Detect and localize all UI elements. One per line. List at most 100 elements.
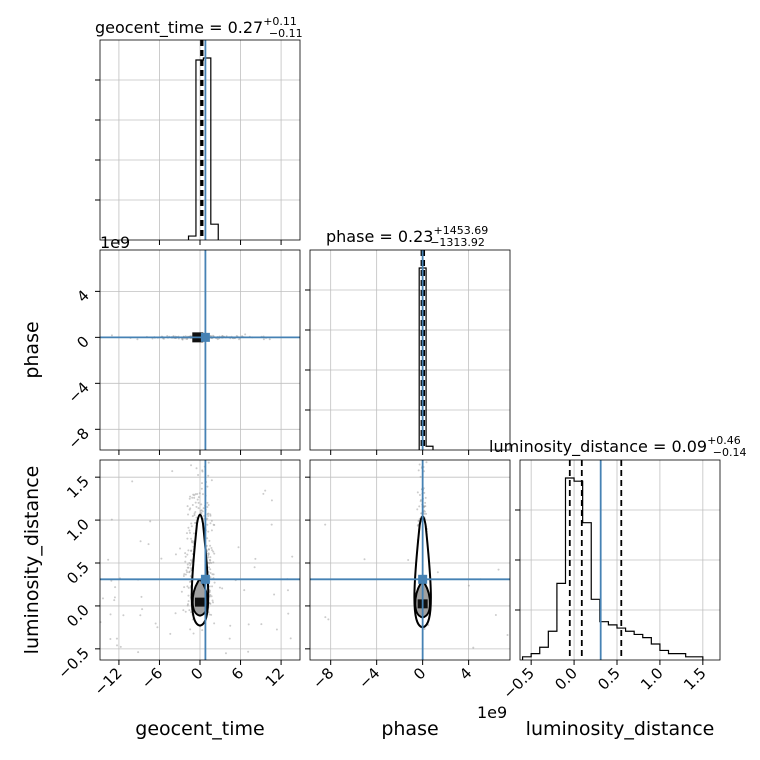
y-axis-label-phase: phase: [21, 321, 43, 378]
ld-vs-geocent-sample-point: [228, 637, 231, 640]
ld-vs-geocent-sample-point: [189, 562, 192, 565]
ld-vs-geocent-sample-point: [184, 573, 187, 576]
phase-vs-geocent-sample-point: [238, 338, 241, 341]
ld-vs-geocent-sample-point: [212, 573, 215, 576]
ld-vs-geocent-sample-point: [211, 599, 214, 602]
ld-hist-xtick-label-2: 0.5: [594, 664, 624, 694]
ld-vs-geocent-sample-point: [208, 585, 211, 588]
ld-vs-geocent-sample-point: [206, 485, 209, 488]
ld-vs-phase-sample-point: [427, 624, 430, 627]
ld-vs-geocent-sample-point: [109, 637, 112, 640]
ld-vs-geocent-sample-point: [200, 503, 203, 506]
phase-vs-geocent-ytick-label-3: −8: [64, 424, 92, 452]
ld-vs-geocent-sample-point: [209, 514, 212, 517]
ld-vs-phase-sample-point: [436, 571, 439, 574]
ld-vs-geocent-ytick-label-3: 1.0: [63, 515, 93, 545]
ld-vs-geocent-sample-point: [197, 501, 200, 504]
phase-hist-histogram-bars: [418, 267, 434, 450]
ld-vs-geocent-sample-point: [195, 505, 198, 508]
panel-luminosity-distance-vs-phase: −8 −4 0 4: [305, 459, 511, 692]
ld-vs-geocent-sample-point: [210, 529, 213, 532]
ld-vs-geocent-sample-point: [190, 541, 193, 544]
ld-vs-geocent-sample-point: [213, 552, 216, 555]
ld-vs-geocent-sample-point: [113, 599, 116, 602]
ld-vs-geocent-sample-point: [275, 628, 278, 631]
ld-vs-geocent-sample-point: [197, 507, 200, 510]
ld-vs-geocent-sample-point: [291, 555, 294, 558]
ld-hist-frame: [519, 459, 721, 661]
ld-vs-phase-sample-point: [418, 505, 421, 508]
ld-vs-geocent-sample-point: [237, 546, 240, 549]
ld-vs-geocent-sample-point: [198, 492, 201, 495]
ld-vs-geocent-sample-point: [109, 613, 112, 616]
ld-vs-geocent-sample-point: [212, 550, 215, 553]
ld-vs-geocent-sample-point: [188, 609, 191, 612]
ld-vs-geocent-sample-point: [262, 492, 265, 495]
ld-hist-histogram-bars: [521, 477, 704, 660]
ld-vs-geocent-sample-point: [208, 566, 211, 569]
ld-vs-geocent-sample-point: [200, 487, 203, 490]
ld-vs-geocent-sample-point: [202, 507, 205, 510]
ld-vs-phase-sample-point: [324, 616, 327, 619]
ld-vs-geocent-sample-point: [206, 506, 209, 509]
phase-hist-frame: [309, 249, 511, 451]
ld-vs-geocent-sample-point: [207, 504, 210, 507]
ld-vs-geocent-sample-point: [210, 613, 213, 616]
ld-vs-geocent-sample-point: [195, 516, 198, 519]
ld-vs-geocent-sample-point: [286, 589, 289, 592]
panel-luminosity-distance-histogram: −0.5 0.0 0.5 1.0 1.5: [499, 459, 721, 703]
ld-vs-geocent-sample-point: [189, 495, 192, 498]
ld-vs-geocent-sample-point: [197, 474, 200, 477]
ld-vs-geocent-sample-point: [190, 537, 193, 540]
title-geocent-time: geocent_time = 0.27+0.11 −0.11: [95, 15, 303, 40]
ld-hist-xtick-label-1: 0.0: [551, 664, 581, 694]
ld-vs-geocent-sample-point: [184, 555, 187, 558]
ld-vs-geocent-sample-point: [184, 610, 187, 613]
ld-vs-phase-sample-point: [417, 469, 420, 472]
ld-vs-geocent-sample-point: [211, 585, 214, 588]
ld-vs-geocent-sample-point: [156, 626, 159, 629]
ld-vs-geocent-sample-point: [213, 581, 216, 584]
ld-vs-geocent-truth-marker: [200, 574, 210, 584]
ld-vs-geocent-sample-point: [207, 556, 210, 559]
ld-vs-geocent-sample-point: [187, 594, 190, 597]
geocent-time-hist-histogram-bars: [187, 57, 219, 240]
ld-vs-phase-sample-point: [324, 523, 327, 526]
ld-vs-geocent-sample-point: [189, 507, 192, 510]
ld-vs-geocent-sample-point: [139, 540, 142, 543]
ld-vs-phase-xtick-label-0: −8: [309, 664, 337, 692]
ld-vs-geocent-sample-point: [190, 464, 193, 467]
ld-vs-phase-sample-point: [494, 613, 497, 616]
ld-vs-geocent-sample-point: [169, 632, 172, 635]
ld-vs-phase-sample-point: [363, 558, 366, 561]
ld-vs-geocent-sample-point: [192, 493, 195, 496]
ld-vs-geocent-sample-point: [213, 622, 216, 625]
ld-vs-geocent-sample-point: [189, 575, 192, 578]
ld-vs-phase-sample-point: [467, 584, 470, 587]
ld-vs-geocent-sample-point: [186, 537, 189, 540]
ld-vs-geocent-sample-point: [209, 559, 212, 562]
ld-vs-geocent-sample-point: [184, 552, 187, 555]
geocent-time-hist-frame: [99, 39, 301, 241]
ld-hist-xtick-label-3: 1.0: [637, 664, 667, 694]
ld-vs-geocent-sample-point: [212, 601, 215, 604]
ld-hist-xtick-label-0: −0.5: [499, 664, 537, 702]
ld-vs-geocent-sample-point: [140, 595, 143, 598]
ld-vs-geocent-sample-point: [209, 561, 212, 564]
phase-vs-geocent-ytick-label-1: 0: [73, 332, 92, 351]
ld-vs-geocent-sample-point: [193, 496, 196, 499]
ld-vs-geocent-sample-point: [207, 461, 210, 464]
ld-vs-geocent-sample-point: [208, 589, 211, 592]
ld-vs-geocent-sample-point: [182, 609, 185, 612]
ld-vs-geocent-ytick-label-4: 1.5: [63, 472, 93, 502]
ld-vs-geocent-sample-point: [113, 596, 116, 599]
phase-vs-geocent-sample-point: [181, 337, 184, 340]
ld-vs-geocent-sample-point: [187, 600, 190, 603]
ld-vs-geocent-sample-point: [210, 546, 213, 549]
ld-vs-geocent-sample-point: [186, 566, 189, 569]
ld-vs-geocent-sample-point: [209, 556, 212, 559]
ld-vs-geocent-sample-point: [174, 553, 177, 556]
ld-vs-geocent-sample-point: [194, 521, 197, 524]
phase-vs-geocent-sample-point: [221, 334, 224, 337]
ld-vs-geocent-sample-point: [212, 561, 215, 564]
